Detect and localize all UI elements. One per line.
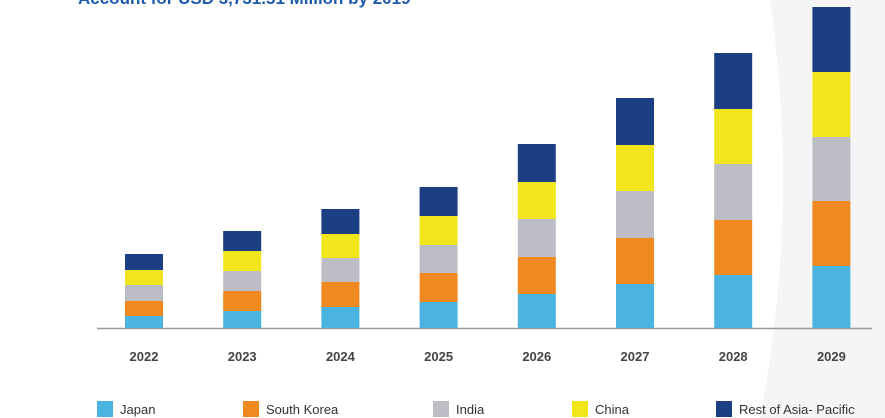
bar-segment — [321, 307, 360, 328]
bar-segment — [125, 301, 163, 316]
bar-segment — [419, 245, 458, 273]
bar-segment — [125, 285, 163, 301]
bar-segment — [616, 238, 654, 284]
bar-segment — [812, 201, 851, 266]
x-tick-label: 2023 — [228, 349, 257, 364]
bar-segment — [616, 145, 654, 191]
bar-segment — [321, 282, 360, 307]
bar-segment — [812, 72, 851, 137]
x-tick-label: 2029 — [817, 349, 846, 364]
bar-segment — [223, 291, 262, 311]
bar-segment — [616, 98, 654, 145]
bar-segment — [223, 231, 262, 251]
bar-segment — [125, 254, 163, 270]
bar-segment — [321, 234, 360, 258]
chart-title: Account for USD 3,731.51 Million by 2019 — [78, 0, 411, 8]
bar-segment — [223, 311, 262, 328]
x-tick-label: 2022 — [130, 349, 159, 364]
legend-label: India — [456, 402, 485, 417]
legend-label: Rest of Asia- Pacific — [739, 402, 855, 417]
bar-segment — [714, 53, 753, 109]
legend-swatch — [97, 401, 113, 417]
bar-segment — [812, 137, 851, 201]
bar-segment — [321, 209, 360, 234]
legend-label: South Korea — [266, 402, 339, 417]
legend-swatch — [716, 401, 732, 417]
x-tick-label: 2028 — [719, 349, 748, 364]
bar-segment — [616, 284, 654, 328]
x-tick-label: 2027 — [621, 349, 650, 364]
legend-swatch — [433, 401, 449, 417]
bar-segment — [321, 258, 360, 282]
bar-segment — [714, 220, 753, 275]
bar-segment — [812, 7, 851, 72]
bar-segment — [517, 257, 556, 294]
bar-segment — [223, 251, 262, 271]
bar-segment — [714, 109, 753, 164]
bar-segment — [517, 294, 556, 328]
bar-segment — [125, 270, 163, 285]
bar-segment — [419, 187, 458, 216]
bar-segment — [419, 302, 458, 328]
bar-segment — [517, 144, 556, 182]
x-tick-label: 2026 — [522, 349, 551, 364]
legend-swatch — [572, 401, 588, 417]
bar-segment — [714, 275, 753, 328]
legend-swatch — [243, 401, 259, 417]
bar-segment — [223, 271, 262, 291]
bar-segment — [517, 182, 556, 219]
x-tick-label: 2024 — [326, 349, 356, 364]
legend-label: China — [595, 402, 630, 417]
bar-segment — [419, 273, 458, 302]
bar-segment — [812, 266, 851, 328]
bar-segment — [125, 316, 163, 328]
bar-segment — [419, 216, 458, 245]
bar-segment — [616, 191, 654, 238]
bar-segment — [517, 219, 556, 257]
bar-segment — [714, 164, 753, 220]
x-tick-label: 2025 — [424, 349, 453, 364]
legend-label: Japan — [120, 402, 155, 417]
